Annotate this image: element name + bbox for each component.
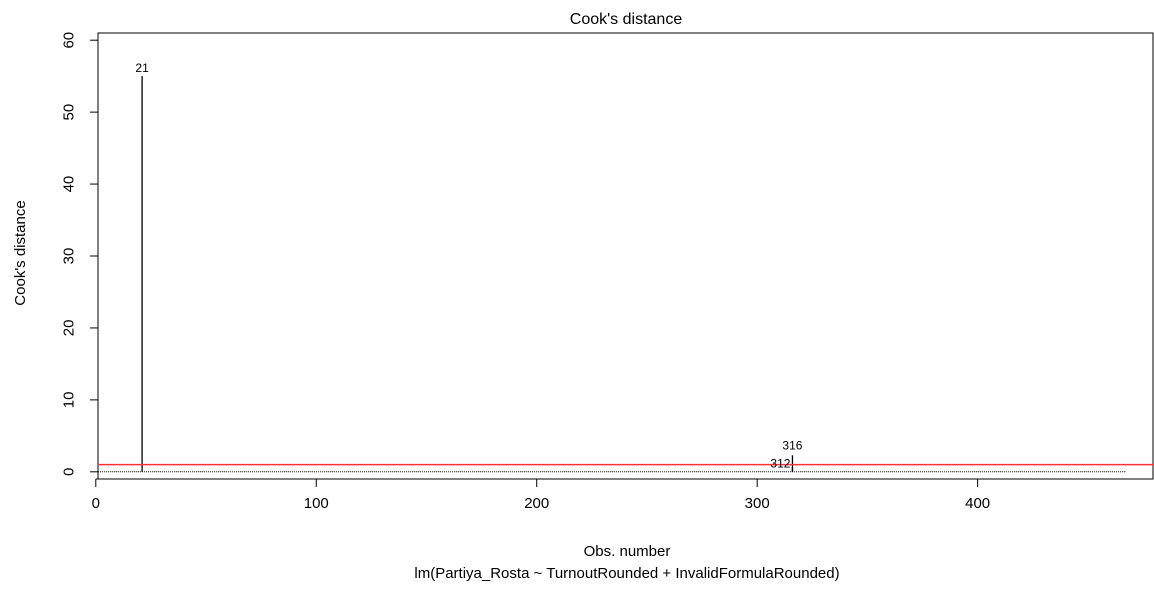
cooks-distance-spikes (97, 76, 1126, 473)
y-axis: 0 10 20 30 40 50 60 (61, 32, 99, 476)
model-formula-subtitle: lm(Partiya_Rosta ~ TurnoutRounded + Inva… (414, 565, 839, 582)
chart-title: Cook's distance (570, 11, 683, 28)
y-tick-label: 30 (61, 248, 78, 265)
y-axis-title: Cook's distance (12, 200, 29, 305)
y-tick-label: 10 (61, 392, 78, 409)
x-axis: 0 100 200 300 400 (92, 478, 990, 512)
x-tick-label: 100 (304, 495, 329, 512)
y-tick-label: 0 (61, 468, 78, 476)
plot-frame (97, 32, 1154, 480)
x-axis-title: Obs. number (584, 543, 671, 560)
x-tick-label: 200 (524, 495, 549, 512)
x-tick-label: 0 (92, 495, 100, 512)
y-tick-label: 50 (61, 104, 78, 121)
y-tick-label: 60 (61, 32, 78, 49)
x-tick-label: 400 (965, 495, 990, 512)
x-tick-label: 300 (745, 495, 770, 512)
point-label-21: 21 (135, 61, 149, 75)
y-tick-label: 20 (61, 320, 78, 337)
point-label-316: 316 (782, 438, 802, 452)
point-labels: 21 316 312 (135, 61, 802, 470)
y-tick-label: 40 (61, 176, 78, 193)
point-label-312: 312 (770, 456, 790, 470)
